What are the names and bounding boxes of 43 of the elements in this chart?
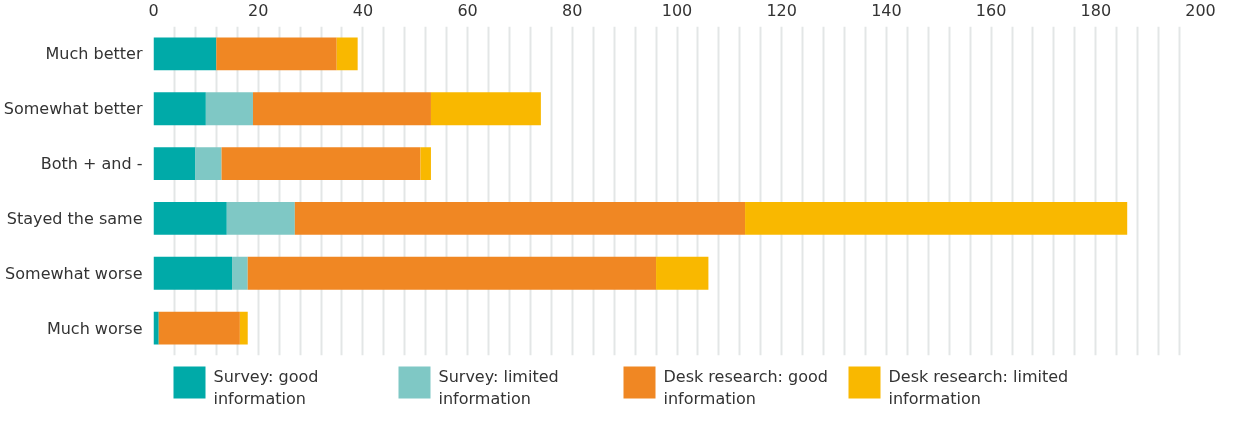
x-tick-label: 140 (871, 0, 902, 20)
bar (247, 256, 657, 290)
x-tick-label: 40 (352, 0, 374, 20)
bar (158, 311, 240, 345)
bar (153, 201, 227, 235)
bar (656, 256, 709, 290)
bar (205, 92, 253, 126)
bar (294, 201, 746, 235)
bar (153, 37, 217, 71)
x-tick-label: 0 (148, 0, 159, 20)
bar (195, 147, 222, 181)
legend-label: Desk research: limited information (888, 366, 1069, 409)
bar (745, 201, 1128, 235)
bar (252, 92, 431, 126)
bar (216, 37, 337, 71)
x-tick-label: 80 (562, 0, 583, 20)
x-tick-label: 120 (766, 0, 797, 20)
bar (153, 256, 233, 290)
y-tick-label: Much worse (46, 318, 143, 338)
bar (226, 201, 295, 235)
x-tick-label: 180 (1080, 0, 1112, 20)
y-tick-label: Somewhat worse (5, 263, 143, 283)
bar (430, 92, 541, 126)
y-tick-label: Much better (45, 44, 143, 64)
bar (420, 147, 431, 181)
legend-label: Desk research: good information (663, 366, 828, 409)
x-tick-label: 20 (248, 0, 269, 20)
y-tick-label: Stayed the same (6, 208, 143, 228)
y-tick-label: Somewhat better (3, 99, 143, 119)
legend-label: Survey: good information (213, 366, 319, 409)
y-tick-label: Both + and - (40, 154, 143, 174)
x-tick-label: 100 (661, 0, 693, 20)
legend-label: Survey: limited information (438, 366, 559, 409)
x-tick-label: 160 (975, 0, 1007, 20)
bar (232, 256, 248, 290)
bar (153, 92, 206, 126)
bar (221, 147, 421, 181)
bar (239, 311, 248, 345)
bar (153, 147, 196, 181)
bar (336, 37, 358, 71)
bar (153, 311, 159, 345)
x-tick-label: 200 (1185, 0, 1216, 20)
x-tick-label: 60 (457, 0, 478, 20)
